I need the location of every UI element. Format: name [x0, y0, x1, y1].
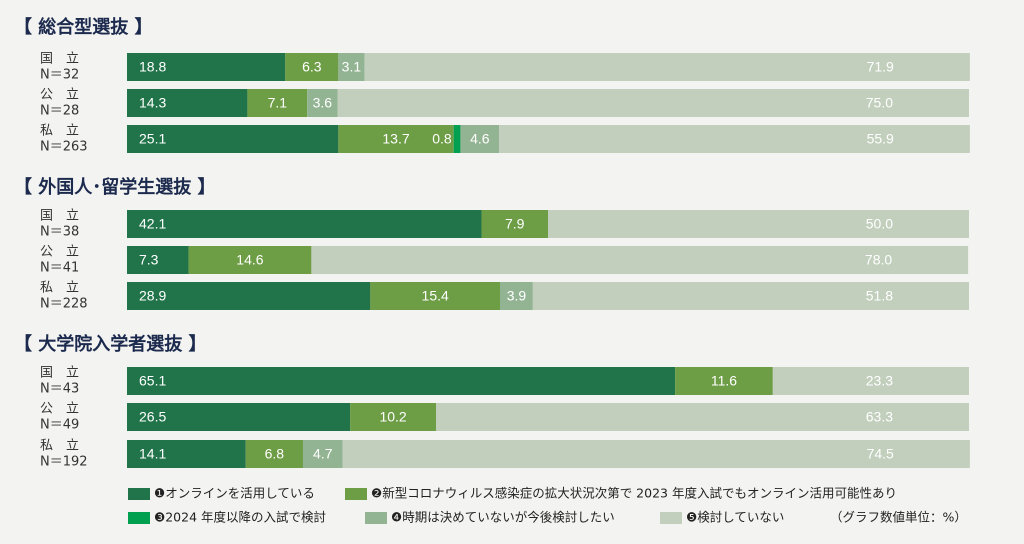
bar-segment — [499, 125, 970, 153]
value-label: 10.2 — [379, 409, 406, 425]
value-label: 4.7 — [313, 446, 333, 462]
bar-segment — [127, 53, 286, 81]
sample-size: N＝228 — [40, 297, 88, 312]
legend-label: ❶オンラインを活用している — [154, 486, 315, 501]
value-label: 3.1 — [342, 59, 362, 75]
legend-label: ❷新型コロナウィルス感染症の拡大状況次第で 2023 年度入試でもオンライン活用… — [371, 486, 897, 501]
legend-swatch — [660, 512, 682, 524]
bar-segment — [338, 53, 365, 81]
legend-label: ❹時期は決めていないが今後検討したい — [391, 510, 615, 525]
bar-segment — [532, 282, 969, 310]
value-label: 74.5 — [867, 446, 894, 462]
bar-segment — [364, 53, 970, 81]
value-label: 71.9 — [867, 59, 894, 75]
value-label: 14.1 — [139, 446, 166, 462]
bar-segment — [127, 403, 351, 431]
bar-segment — [500, 282, 533, 310]
category-label: 私 立 — [40, 124, 79, 139]
category-label: 私 立 — [40, 281, 79, 296]
section-title: 【 総合型選抜 】 — [14, 16, 153, 38]
bar-segment — [337, 89, 969, 117]
bar-segment — [370, 282, 501, 310]
value-label: 15.4 — [422, 288, 449, 304]
value-label: 14.3 — [139, 95, 166, 111]
value-label: 0.8 — [432, 131, 452, 147]
value-label: 42.1 — [139, 216, 166, 232]
legend-swatch — [128, 488, 150, 500]
value-label: 3.9 — [507, 288, 527, 304]
value-label: 18.8 — [139, 59, 166, 75]
bar-segment — [772, 367, 969, 395]
sample-size: N＝38 — [40, 225, 79, 240]
value-label: 6.8 — [265, 446, 285, 462]
bar-segment — [188, 246, 312, 274]
value-label: 13.7 — [382, 131, 409, 147]
category-label: 国 立 — [40, 52, 79, 67]
value-label: 7.9 — [505, 216, 525, 232]
bar-segment — [245, 440, 303, 468]
bar-segment — [311, 246, 969, 274]
value-label: 7.1 — [268, 95, 288, 111]
bar-segment — [127, 367, 676, 395]
bar-segment — [247, 89, 308, 117]
value-label: 7.3 — [139, 252, 159, 268]
bar-segment — [127, 440, 246, 468]
section-title: 【 大学院入学者選抜 】 — [14, 333, 207, 355]
category-label: 公 立 — [40, 402, 79, 417]
value-label: 28.9 — [139, 288, 166, 304]
bar-segment — [350, 403, 437, 431]
bar-segment — [436, 403, 969, 431]
value-label: 26.5 — [139, 409, 166, 425]
value-label: 51.8 — [866, 288, 893, 304]
category-label: 私 立 — [40, 439, 79, 454]
sample-size: N＝192 — [40, 455, 88, 470]
bar-segment — [460, 125, 500, 153]
category-label: 公 立 — [40, 245, 79, 260]
value-label: 14.6 — [236, 252, 263, 268]
sample-size: N＝43 — [40, 382, 79, 397]
bar-segment — [302, 440, 343, 468]
value-label: 11.6 — [711, 373, 737, 389]
section-title: 【 外国人･留学生選抜 】 — [14, 176, 216, 198]
bar-segment — [127, 282, 371, 310]
bar-segment — [127, 125, 339, 153]
value-label: 50.0 — [866, 216, 893, 232]
bar-segment — [307, 89, 338, 117]
category-label: 国 立 — [40, 209, 79, 224]
legend-label: ❺検討していない — [686, 510, 784, 525]
value-label: 3.6 — [313, 95, 333, 111]
sample-size: N＝32 — [40, 68, 79, 83]
sample-size: N＝41 — [40, 261, 79, 276]
bar-segment — [338, 125, 454, 153]
unit-note: （グラフ数値単位：%） — [830, 510, 967, 525]
sample-size: N＝263 — [40, 140, 88, 155]
value-label: 75.0 — [866, 95, 893, 111]
category-label: 公 立 — [40, 88, 79, 103]
category-label: 国 立 — [40, 366, 79, 381]
value-label: 78.0 — [865, 252, 892, 268]
legend-label: ❸2024 年度以降の入試で検討 — [154, 510, 326, 525]
bar-segment — [453, 125, 461, 153]
bar-segment — [127, 89, 248, 117]
value-label: 4.6 — [470, 131, 490, 147]
legend-swatch — [128, 512, 150, 524]
legend-swatch — [345, 488, 367, 500]
value-label: 65.1 — [139, 373, 166, 389]
bar-segment — [481, 210, 548, 238]
sample-size: N＝49 — [40, 418, 79, 433]
value-label: 25.1 — [139, 131, 166, 147]
bar-segment — [127, 246, 189, 274]
value-label: 23.3 — [866, 373, 893, 389]
bar-segment — [285, 53, 339, 81]
bar-segment — [342, 440, 970, 468]
bar-segment — [675, 367, 773, 395]
value-label: 55.9 — [867, 131, 894, 147]
bar-segment — [127, 210, 482, 238]
value-label: 6.3 — [302, 59, 322, 75]
bar-segment — [548, 210, 969, 238]
value-label: 63.3 — [866, 409, 893, 425]
legend-swatch — [365, 512, 387, 524]
sample-size: N＝28 — [40, 104, 79, 119]
